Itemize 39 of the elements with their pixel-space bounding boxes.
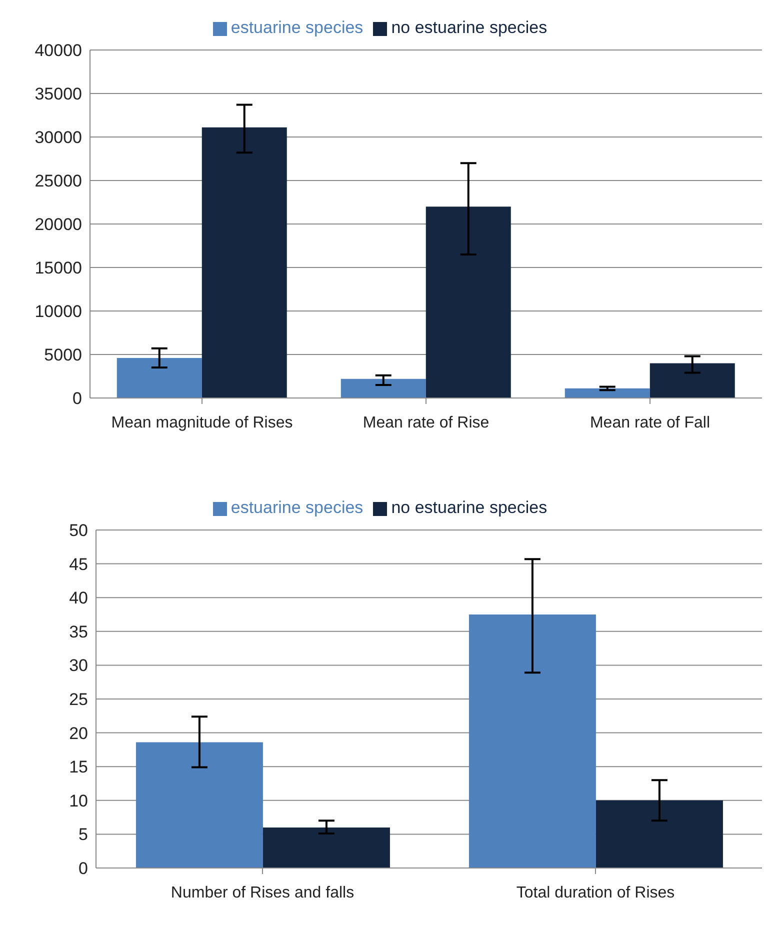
y-tick-label: 50 (69, 521, 88, 540)
legend-label: no estuarine species (391, 498, 548, 517)
x-tick-label: Mean rate of Rise (362, 414, 490, 432)
x-tick-label: Total duration of Rises (516, 884, 675, 902)
y-tick-label: 20000 (34, 215, 82, 234)
bar (596, 800, 723, 868)
legend-label: estuarine species (230, 18, 364, 37)
x-tick-label: Mean magnitude of Rises (111, 414, 293, 432)
y-tick-label: 25000 (34, 172, 82, 191)
bar (650, 363, 735, 398)
y-tick-label: 5 (78, 825, 88, 844)
x-tick-label: Number of Rises and falls (170, 884, 354, 902)
y-tick-label: 30000 (34, 128, 82, 148)
bar (262, 827, 390, 868)
bar (564, 388, 650, 398)
legend-label: estuarine species (230, 498, 364, 517)
y-tick-label: 10 (69, 791, 88, 810)
bar (468, 614, 596, 868)
y-tick-label: 40 (69, 588, 88, 608)
bar (136, 742, 263, 868)
x-tick-label: Mean rate of Fall (590, 414, 710, 432)
y-tick-label: 5000 (44, 346, 82, 365)
y-tick-label: 0 (72, 389, 82, 408)
y-tick-label: 20 (69, 724, 88, 743)
y-tick-label: 15000 (34, 258, 82, 278)
bar (116, 358, 202, 398)
y-tick-label: 45 (69, 554, 88, 574)
y-tick-label: 35000 (34, 84, 82, 104)
y-tick-label: 0 (78, 859, 88, 878)
y-tick-label: 10000 (34, 302, 82, 322)
bar (202, 127, 287, 398)
y-tick-label: 40000 (34, 41, 82, 60)
y-tick-label: 15 (69, 758, 88, 777)
bar (340, 378, 426, 398)
bar (426, 206, 511, 398)
y-tick-label: 25 (69, 690, 88, 710)
y-tick-label: 30 (69, 656, 88, 676)
legend-label: no estuarine species (391, 18, 548, 37)
y-tick-label: 35 (69, 622, 88, 642)
